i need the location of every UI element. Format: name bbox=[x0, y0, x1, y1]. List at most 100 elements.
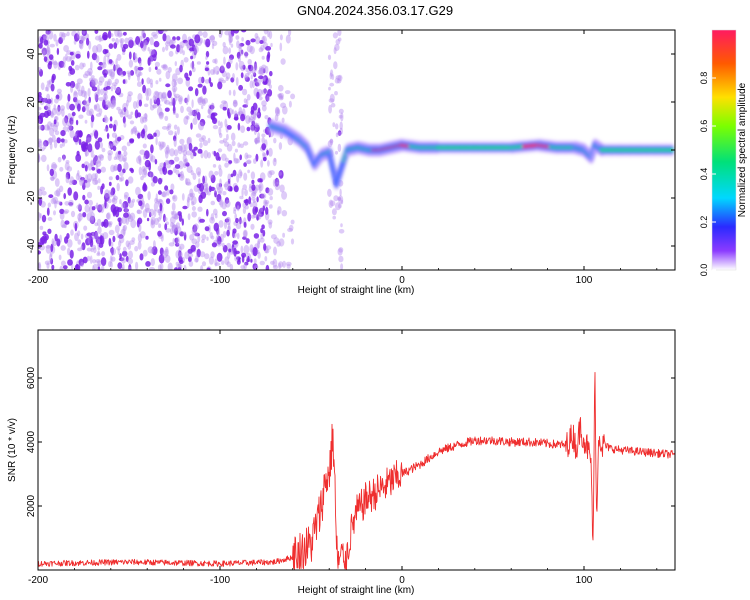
noise-speckle bbox=[41, 82, 45, 90]
noise-speckle bbox=[67, 187, 72, 196]
noise-speckle bbox=[244, 230, 248, 237]
noise-speckle bbox=[63, 193, 66, 199]
noise-speckle bbox=[158, 165, 163, 171]
noise-speckle bbox=[43, 35, 47, 39]
noise-speckle bbox=[64, 139, 68, 143]
noise-speckle bbox=[170, 44, 176, 48]
noise-speckle bbox=[218, 220, 223, 228]
noise-speckle bbox=[102, 32, 108, 40]
noise-speckle bbox=[260, 208, 263, 213]
noise-speckle bbox=[124, 122, 127, 128]
noise-speckle bbox=[66, 233, 69, 239]
noise-speckle bbox=[274, 158, 276, 162]
noise-speckle bbox=[51, 84, 55, 92]
noise-speckle bbox=[214, 259, 217, 267]
noise-speckle bbox=[129, 240, 135, 245]
top-x-axis-label: Height of straight line (km) bbox=[298, 285, 415, 296]
noise-speckle bbox=[282, 118, 285, 123]
noise-speckle bbox=[76, 54, 81, 59]
noise-speckle bbox=[255, 138, 258, 145]
noise-speckle bbox=[243, 263, 247, 270]
noise-speckle bbox=[190, 193, 195, 198]
noise-speckle bbox=[166, 35, 171, 44]
noise-speckle bbox=[48, 194, 53, 198]
noise-speckle bbox=[141, 130, 145, 139]
noise-speckle bbox=[82, 195, 85, 201]
noise-speckle bbox=[41, 155, 47, 162]
noise-speckle bbox=[81, 234, 84, 240]
noise-speckle bbox=[245, 115, 250, 124]
noise-speckle bbox=[332, 74, 335, 80]
noise-speckle bbox=[281, 191, 287, 200]
noise-speckle bbox=[39, 187, 45, 192]
noise-speckle bbox=[197, 61, 201, 65]
noise-speckle bbox=[225, 200, 231, 208]
noise-speckle bbox=[47, 126, 50, 131]
noise-speckle bbox=[155, 80, 158, 84]
noise-speckle bbox=[145, 236, 148, 240]
noise-speckle bbox=[205, 226, 210, 231]
noise-speckle bbox=[197, 97, 202, 103]
noise-speckle bbox=[257, 252, 260, 259]
noise-speckle bbox=[138, 241, 142, 250]
noise-speckle bbox=[229, 37, 232, 45]
noise-speckle bbox=[105, 100, 110, 107]
noise-speckle bbox=[244, 51, 248, 58]
noise-speckle bbox=[197, 207, 202, 212]
noise-speckle bbox=[179, 244, 184, 250]
noise-speckle bbox=[178, 146, 183, 155]
snr-panel: -200 -100 0 100 200040006000 Height of stra… bbox=[7, 330, 675, 596]
noise-speckle bbox=[227, 251, 230, 259]
noise-speckle bbox=[62, 33, 67, 37]
noise-speckle bbox=[70, 85, 73, 93]
noise-speckle bbox=[162, 126, 168, 130]
noise-speckle bbox=[241, 37, 244, 41]
noise-speckle bbox=[112, 38, 115, 42]
bottom-x-tick-label: -100 bbox=[210, 575, 230, 586]
noise-speckle bbox=[225, 158, 229, 162]
noise-speckle bbox=[235, 149, 238, 153]
noise-speckle bbox=[86, 38, 89, 46]
noise-speckle bbox=[79, 62, 84, 69]
noise-speckle bbox=[122, 103, 128, 111]
noise-speckle bbox=[332, 122, 335, 127]
noise-speckle bbox=[269, 71, 273, 76]
noise-speckle bbox=[77, 31, 80, 39]
noise-speckle bbox=[154, 209, 157, 217]
noise-speckle bbox=[128, 251, 133, 259]
noise-speckle bbox=[328, 55, 331, 60]
noise-speckle bbox=[172, 223, 176, 228]
noise-speckle bbox=[236, 40, 240, 48]
noise-speckle bbox=[174, 156, 179, 161]
noise-speckle bbox=[76, 205, 82, 210]
noise-speckle bbox=[47, 44, 50, 53]
noise-speckle bbox=[66, 82, 71, 87]
noise-speckle bbox=[327, 189, 332, 197]
noise-speckle bbox=[222, 243, 225, 248]
noise-speckle bbox=[202, 176, 205, 184]
noise-speckle bbox=[184, 144, 188, 151]
noise-speckle bbox=[270, 196, 273, 200]
noise-speckle bbox=[118, 240, 121, 247]
noise-speckle bbox=[47, 164, 50, 171]
noise-speckle bbox=[75, 223, 78, 232]
noise-speckle bbox=[122, 71, 126, 76]
noise-speckle bbox=[47, 229, 51, 234]
noise-speckle bbox=[339, 115, 343, 119]
noise-speckle bbox=[77, 78, 83, 84]
noise-speckle bbox=[53, 210, 56, 215]
noise-speckle bbox=[227, 144, 233, 152]
top-x-tick-label: -100 bbox=[210, 275, 230, 286]
noise-speckle bbox=[241, 188, 243, 197]
noise-speckle bbox=[109, 59, 113, 64]
noise-speckle bbox=[120, 176, 124, 181]
noise-speckle bbox=[61, 108, 65, 116]
noise-speckle bbox=[174, 125, 178, 130]
noise-speckle bbox=[130, 112, 133, 116]
noise-speckle bbox=[158, 223, 161, 228]
noise-speckle bbox=[85, 120, 88, 124]
noise-speckle bbox=[340, 263, 343, 270]
noise-speckle bbox=[251, 125, 255, 131]
noise-speckle bbox=[199, 142, 202, 148]
